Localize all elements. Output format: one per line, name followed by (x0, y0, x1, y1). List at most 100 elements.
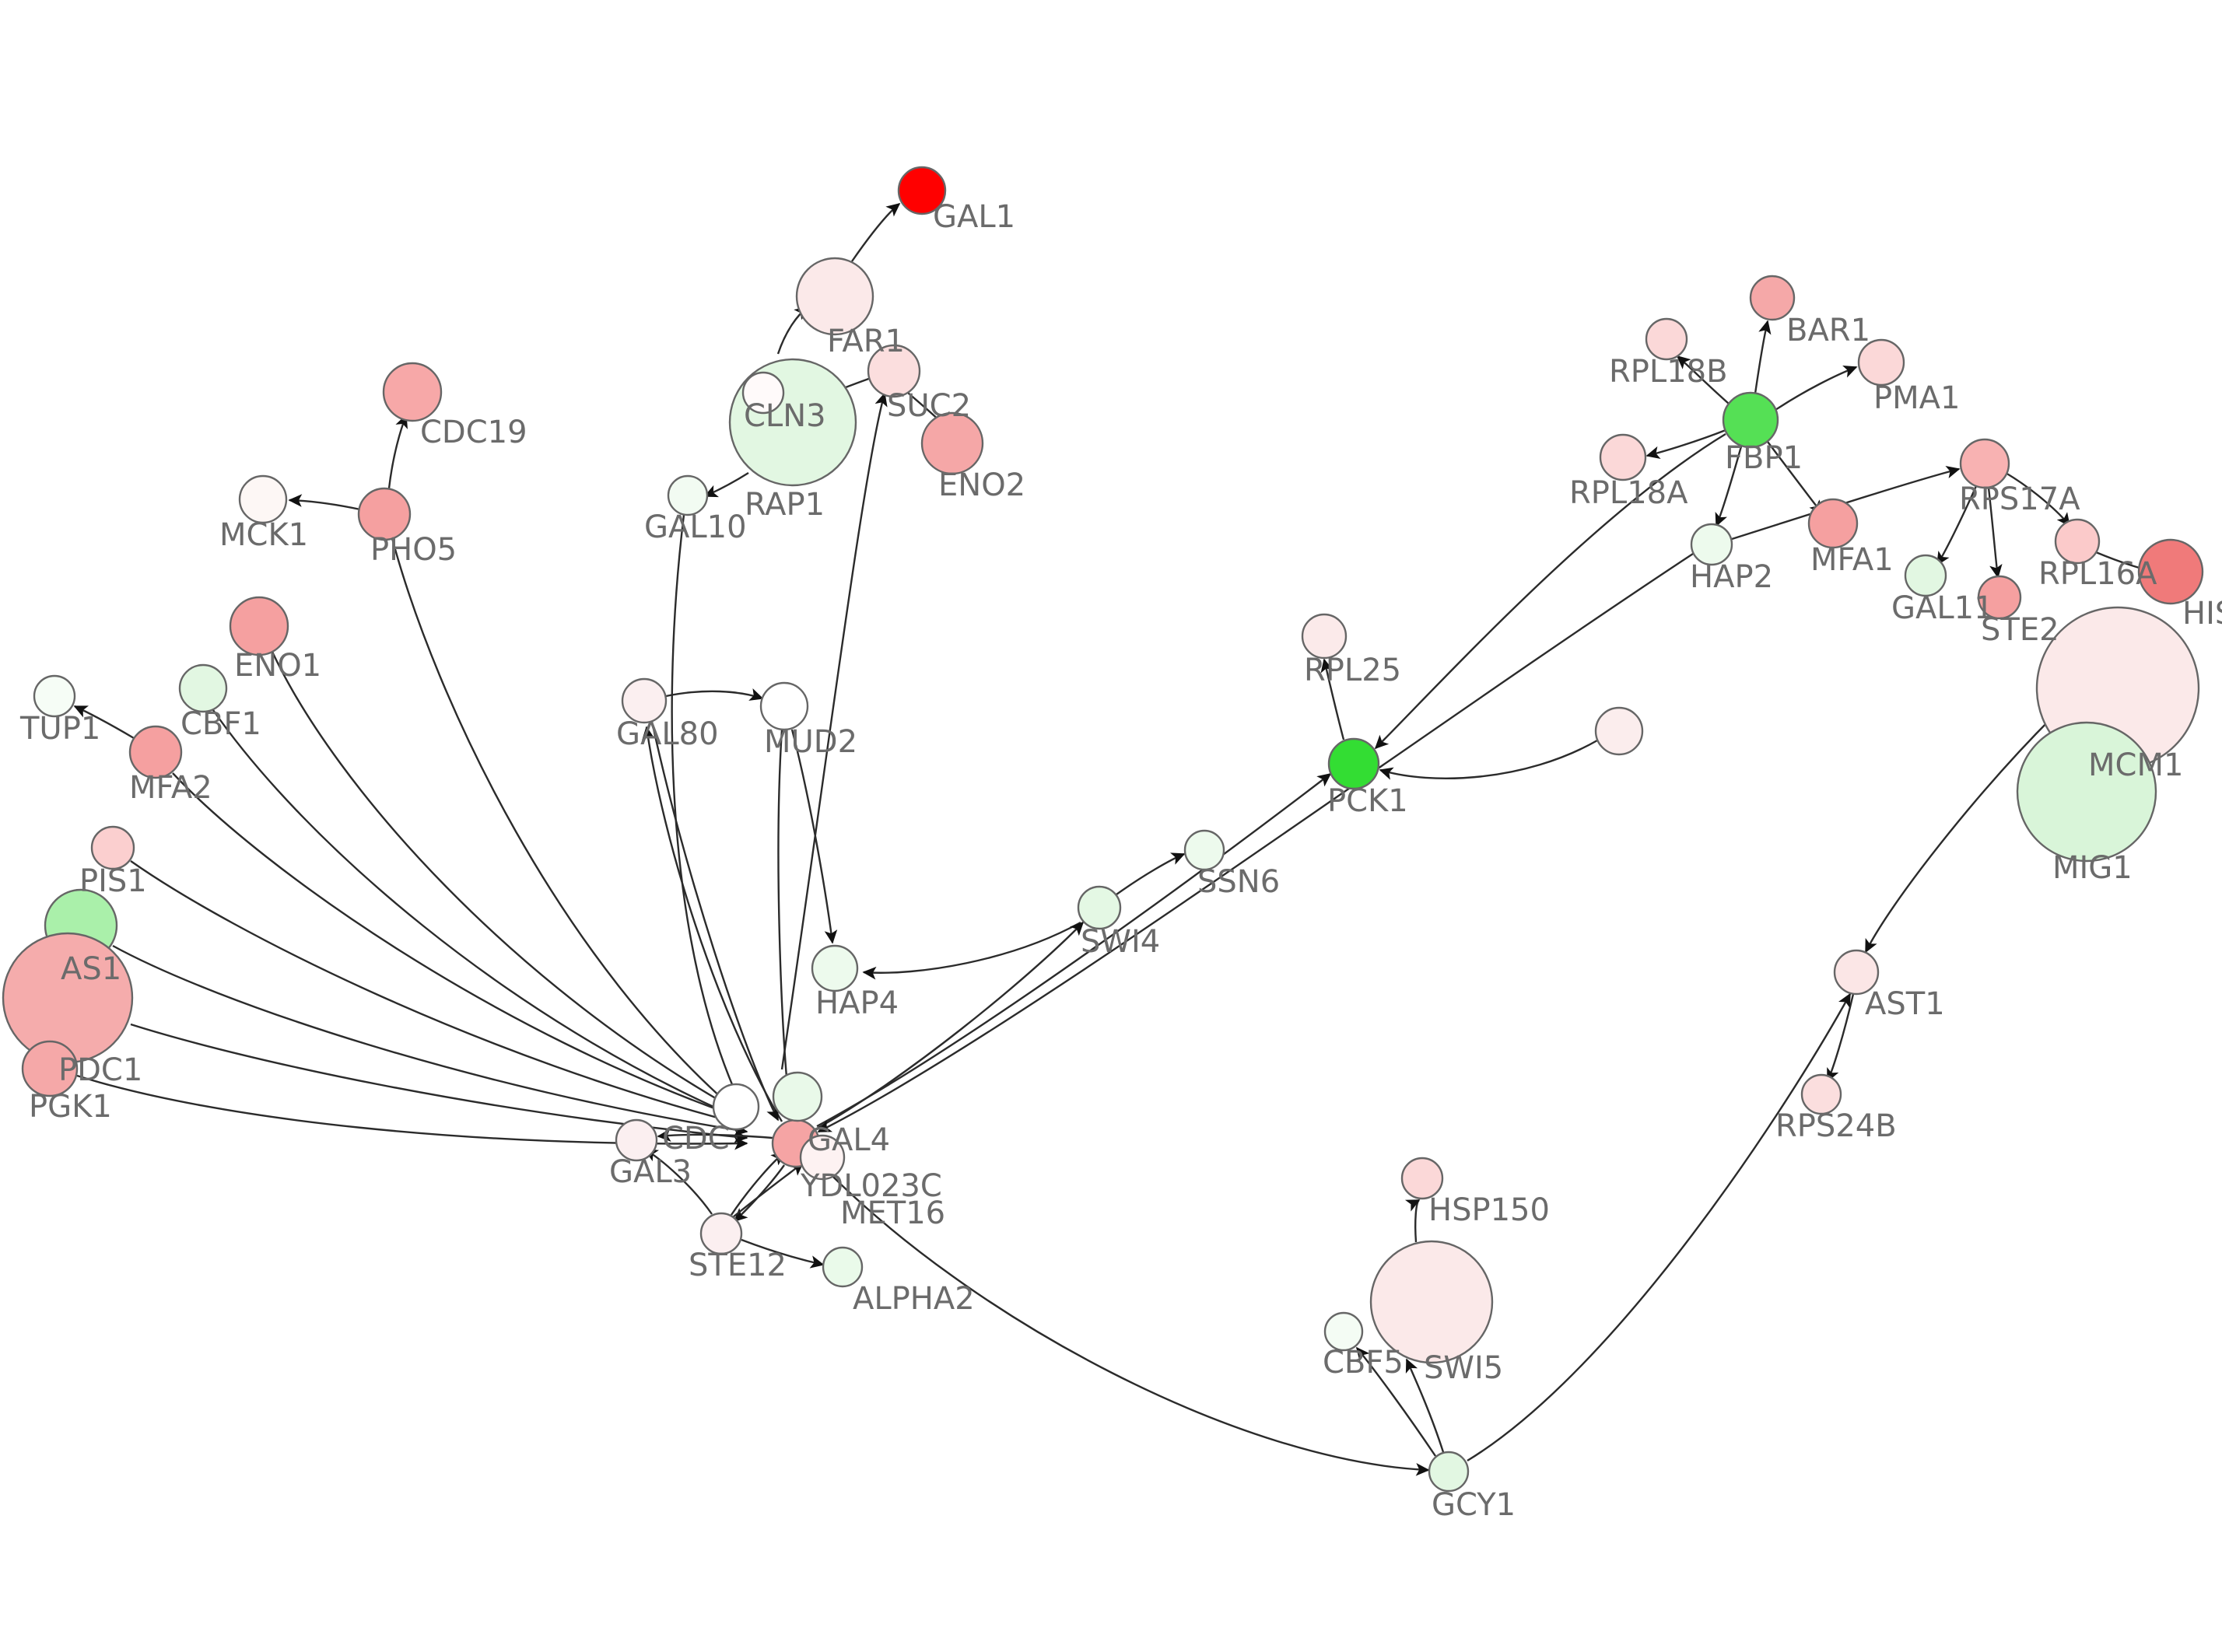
node-pma1[interactable] (1857, 338, 1905, 387)
node-label-gal1: GAL1 (933, 199, 1015, 235)
node-rps17a[interactable] (1959, 438, 2010, 489)
edge-gal4-to-gal80 (642, 726, 783, 1122)
node-gal11[interactable] (1904, 554, 1947, 597)
edge-gcy1-to-cbf5 (1355, 1346, 1436, 1457)
node-alpha2[interactable] (822, 1246, 864, 1288)
node-rap1[interactable] (741, 371, 785, 415)
edge-pis1-to-gal4 (130, 860, 748, 1129)
node-gal10[interactable] (667, 474, 709, 516)
edge-cbf1-to-gal4 (212, 709, 748, 1123)
node-label-gal10: GAL10 (644, 509, 747, 545)
node-mck1[interactable] (238, 474, 288, 524)
labels-layer: GAL1 FAR1 CLN3 RAP1 SUC2 ENO2 GAL10 CDC19 PHO5 MC… (19, 199, 2222, 1523)
node-label-rpl18b: RPL18B (1609, 354, 1728, 390)
edge-fbp1-to-rpl18b (1676, 355, 1730, 404)
node-label-rpl18a: RPL18A (1569, 475, 1688, 511)
edge-fbp1-to-pck1 (1374, 432, 1726, 750)
node-label-gal4: GAL4 (808, 1122, 890, 1158)
edge-ast1-to-rps24b (1826, 993, 1855, 1083)
node-gal4green[interactable] (772, 1071, 823, 1122)
node-cdc[interactable] (712, 1083, 760, 1131)
node-ste12[interactable] (699, 1212, 743, 1255)
node-fbp1[interactable] (1722, 391, 1779, 449)
edge-gal80-to-gal4 (650, 721, 780, 1122)
node-pgk1[interactable] (21, 1040, 79, 1097)
node-label-mud2: MUD2 (764, 724, 857, 760)
node-pho5[interactable] (357, 487, 412, 541)
node-label-hap4: HAP4 (815, 985, 899, 1021)
node-label-his4: HIS4 (2182, 596, 2222, 632)
node-label-gal3: GAL3 (609, 1154, 692, 1190)
node-ast1[interactable] (1833, 949, 1880, 996)
edge-gcy1-to-swi5 (1405, 1358, 1445, 1453)
node-pis1[interactable] (90, 825, 135, 870)
node-pck1[interactable] (1327, 737, 1380, 790)
node-swi4[interactable] (1077, 885, 1122, 930)
node-label-mig1: MIG1 (2052, 850, 2133, 886)
edge-eno1-to-gal4 (271, 651, 748, 1118)
node-cbf5[interactable] (1323, 1311, 1364, 1352)
node-hsp150[interactable] (1400, 1157, 1444, 1200)
node-hubx[interactable] (1594, 706, 1644, 756)
node-label-hsp150: HSP150 (1428, 1192, 1550, 1228)
node-label-alpha2: ALPHA2 (853, 1281, 975, 1317)
node-label-ydl023c: YDL023C (800, 1168, 942, 1204)
node-label-gal80: GAL80 (616, 716, 719, 752)
edge-mfa2-to-tup1 (73, 705, 135, 740)
node-rps24b[interactable] (1800, 1073, 1842, 1115)
node-eno1[interactable] (229, 596, 289, 656)
edge-swi4-to-ssn6 (1116, 852, 1186, 895)
edge-fbp1-to-pma1 (1775, 365, 1858, 411)
node-cdc19[interactable] (382, 362, 443, 422)
node-gcy1[interactable] (1428, 1451, 1470, 1493)
edge-rap1-to-suc2 (780, 392, 888, 1070)
node-label-ste2: STE2 (1981, 612, 2059, 648)
node-eno2[interactable] (920, 411, 984, 475)
edge-pho5-to-mck1 (288, 494, 361, 511)
edge-pho5-to-cdc19 (387, 414, 408, 489)
edge-gal10-to-gal4 (671, 514, 746, 1114)
edge-cln3-to-gal10 (703, 471, 749, 498)
node-mfa2[interactable] (128, 725, 183, 779)
node-label-tup1: TUP1 (19, 711, 100, 747)
edge-fbp1-to-hap2 (1715, 446, 1743, 527)
node-label-rap1: RAP1 (745, 487, 825, 523)
node-gal1[interactable] (897, 166, 947, 215)
node-mfa1[interactable] (1807, 498, 1859, 549)
node-mig1[interactable] (2016, 721, 2157, 863)
node-hap4[interactable] (811, 944, 859, 992)
node-his4[interactable] (2137, 538, 2204, 605)
node-ydl023c[interactable] (799, 1134, 846, 1181)
node-label-pma1: PMA1 (1873, 380, 1960, 416)
node-rpl18a[interactable] (1599, 433, 1647, 481)
node-far1[interactable] (795, 257, 874, 336)
edge-gal4-to-swi4 (815, 921, 1085, 1131)
edge-mcm1-to-ast1 (1864, 715, 2055, 954)
node-label-pdc1: PDC1 (58, 1052, 142, 1088)
node-cbf1[interactable] (178, 663, 228, 713)
node-label-cln3: CLN3 (744, 398, 826, 434)
node-bar1[interactable] (1749, 275, 1796, 321)
node-label-swi4: SWI4 (1081, 924, 1160, 960)
node-rpl16a[interactable] (2054, 518, 2101, 565)
node-gal80[interactable] (621, 677, 668, 724)
edge-ste12-to-ydl023c (732, 1161, 804, 1218)
node-ste2[interactable] (1977, 575, 2022, 620)
node-label-fbp1: FBP1 (1725, 440, 1803, 476)
node-ssn6[interactable] (1183, 829, 1225, 871)
node-label-far1: FAR1 (827, 324, 905, 359)
edge-mud2-to-gal4 (777, 729, 796, 1120)
node-gal3[interactable] (615, 1118, 658, 1162)
node-rpl25[interactable] (1301, 613, 1348, 660)
edge-rps17a-to-rpl16a (2005, 471, 2070, 527)
node-rpl18b[interactable] (1645, 317, 1688, 361)
node-hap2[interactable] (1690, 523, 1733, 566)
node-label-rpl25: RPL25 (1304, 653, 1401, 688)
node-suc2[interactable] (867, 344, 921, 398)
node-swi5[interactable] (1369, 1240, 1494, 1364)
node-tup1[interactable] (33, 674, 76, 718)
node-mud2[interactable] (759, 681, 809, 731)
edge-far1-to-gal1 (851, 202, 901, 262)
